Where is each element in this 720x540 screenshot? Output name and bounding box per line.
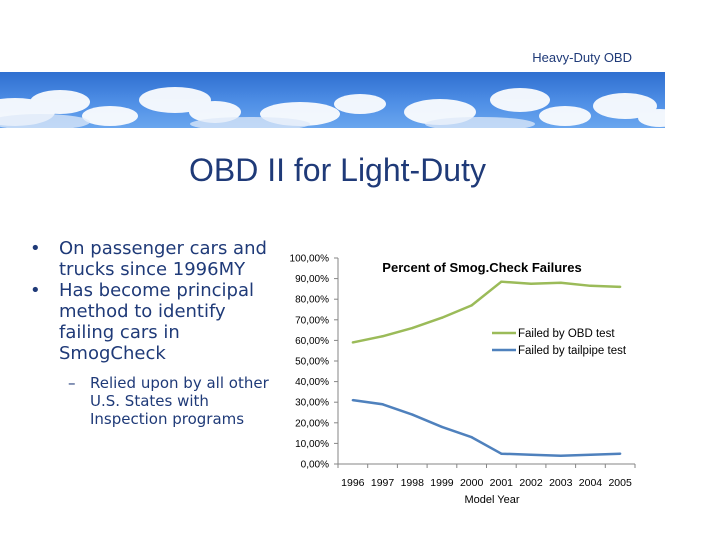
series-line-obd xyxy=(352,280,621,344)
header-tag: Heavy-Duty OBD xyxy=(532,50,632,65)
sub-bullet-item: – Relied upon by all other U.S. States w… xyxy=(30,374,280,428)
chart-axes: 0,00% 10,00% 20,00% 30,00% 40,00% 50,00% 60,00… xyxy=(290,254,636,489)
x-axis-label: Model Year xyxy=(464,494,519,506)
x-tick-label: 2001 xyxy=(490,477,514,489)
data-point xyxy=(529,453,533,456)
x-tick-label: 2004 xyxy=(579,477,603,489)
chart-series xyxy=(351,280,622,458)
data-point xyxy=(470,304,473,307)
data-point xyxy=(440,425,444,429)
data-point xyxy=(589,284,592,288)
y-tick-label: 10,00% xyxy=(295,439,329,450)
data-point xyxy=(500,452,503,455)
data-point xyxy=(411,326,414,330)
bullet-text: On passenger cars and trucks since 1996M… xyxy=(59,238,267,280)
y-tick-label: 40,00% xyxy=(295,377,329,388)
x-tick-label: 2000 xyxy=(460,477,484,489)
y-tick-label: 90,00% xyxy=(295,274,329,285)
bullet-item: • On passenger cars and trucks since 199… xyxy=(30,238,280,280)
bullet-item: • Has become principal method to identif… xyxy=(30,280,280,364)
y-tick-label: 60,00% xyxy=(295,336,329,347)
x-tick-label: 2003 xyxy=(549,477,573,489)
y-tick-label: 30,00% xyxy=(295,398,329,409)
x-tick-label: 1999 xyxy=(430,477,454,489)
smogcheck-failures-chart: Percent of Smog.Check Failures Model Yea… xyxy=(290,254,636,506)
y-tick-label: 0,00% xyxy=(301,460,329,471)
data-point xyxy=(618,452,622,455)
bullet-glyph: • xyxy=(30,238,41,259)
x-tick-label: 2002 xyxy=(519,477,543,489)
x-tick-label: 1998 xyxy=(401,477,425,489)
y-tick-label: 20,00% xyxy=(295,418,329,429)
data-point xyxy=(559,454,562,457)
y-tick-label: 80,00% xyxy=(295,295,329,306)
chart-legend: Failed by OBD test Failed by tailpipe tes… xyxy=(492,328,627,357)
data-point xyxy=(559,281,562,284)
data-point xyxy=(351,341,355,344)
bullet-text: Has become principal method to identify … xyxy=(59,280,254,364)
sub-bullet-text: Relied upon by all other U.S. States wit… xyxy=(90,374,269,428)
bullet-glyph: • xyxy=(30,280,41,301)
data-point xyxy=(618,285,622,289)
x-tick-label: 1997 xyxy=(371,477,395,489)
bullet-list: • On passenger cars and trucks since 199… xyxy=(30,238,280,428)
data-point xyxy=(470,436,473,439)
data-point xyxy=(440,316,444,319)
data-point xyxy=(381,403,384,406)
legend-label: Failed by tailpipe test xyxy=(518,345,627,357)
x-tick-label: 2005 xyxy=(608,477,632,489)
y-tick-label: 50,00% xyxy=(295,357,329,368)
data-point xyxy=(351,398,355,402)
slide-title: OBD II for Light-Duty xyxy=(189,152,486,188)
x-tick-label: 1996 xyxy=(341,477,365,489)
sky-banner-image xyxy=(0,72,665,128)
y-tick-label: 70,00% xyxy=(295,315,329,326)
data-point xyxy=(381,335,384,338)
sub-bullet-glyph: – xyxy=(68,374,76,392)
data-point xyxy=(589,453,592,456)
clouds-graphic xyxy=(0,87,665,128)
data-point xyxy=(411,413,414,416)
series-line-tailpipe xyxy=(352,398,621,458)
y-tick-label: 100,00% xyxy=(290,254,330,265)
data-point xyxy=(529,282,533,285)
legend-label: Failed by OBD test xyxy=(518,328,615,340)
chart-title: Percent of Smog.Check Failures xyxy=(382,260,581,275)
data-point xyxy=(500,280,503,283)
